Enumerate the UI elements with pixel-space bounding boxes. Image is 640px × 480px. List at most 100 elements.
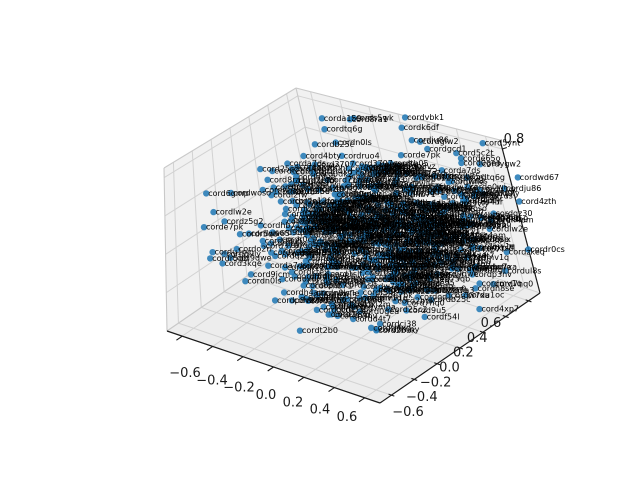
point-label: cordqz30 [425, 229, 462, 238]
point-label: cordvbk1 [430, 217, 467, 226]
point-label: cord2buk [378, 326, 416, 335]
point-label: cordo2ri [316, 234, 349, 243]
point-label: corda7ds [289, 159, 326, 168]
point-label: cordu1oc [336, 241, 373, 250]
point-label: cordc6jx [293, 215, 327, 224]
scatter-point [285, 224, 293, 232]
point-label: corde12f [317, 222, 353, 231]
point-label: cordympa [351, 164, 391, 173]
point-label: cord25c2 [376, 185, 413, 194]
scatter-point [401, 299, 409, 306]
scatter-point [449, 200, 456, 207]
scatter-point [269, 229, 276, 236]
point-label: cord9qwe [275, 228, 314, 237]
point-label: cordgx0b [399, 175, 437, 184]
point-label: cordti4xd [406, 261, 444, 270]
scatter-point [326, 202, 333, 209]
pane-edge [295, 87, 501, 141]
scatter-point [382, 207, 389, 214]
point-label: cord60hl [313, 163, 348, 172]
scatter-point [267, 240, 274, 247]
point-label: cordtq6g [405, 199, 441, 208]
point-label: cordh4am [466, 231, 507, 240]
point-label: cord5tgl [296, 168, 329, 177]
scatter-point [431, 172, 438, 180]
point-label: cordy74v [365, 260, 402, 269]
point-label: corde12f [295, 197, 331, 206]
point-label: cordzkeq [394, 229, 430, 238]
scatter-point [374, 201, 382, 208]
point-label: cordkte9 [308, 277, 343, 286]
point-label: cord3vfy [307, 218, 342, 227]
point-label: cordr5qb [305, 208, 341, 217]
point-label: cord1wd3 [333, 255, 372, 264]
point-label: cordympa [402, 230, 442, 239]
scatter-point [247, 271, 255, 278]
point-label: cord1slf [340, 204, 372, 213]
x-tick-label: −0.6 [169, 366, 201, 381]
point-label: cord8fkv [454, 264, 489, 273]
scatter-point [386, 225, 394, 232]
point-label: corde7pk [350, 220, 388, 229]
point-label: cord0dk2 [316, 170, 353, 179]
point-label: cordul8s [454, 177, 488, 186]
point-label: cord75qb [374, 193, 412, 202]
scatter-point [312, 272, 319, 280]
point-label: cord58do [412, 270, 450, 279]
point-label: cordhb71 [363, 212, 401, 221]
point-label: cordr0cs [282, 235, 316, 244]
scatter-point [467, 267, 474, 274]
point-label: cordlw2e [378, 214, 414, 223]
point-label: cord1wd3 [436, 240, 475, 249]
scatter-point [357, 289, 364, 296]
point-label: cord6gmp [377, 168, 418, 177]
point-label: cordh8se [311, 243, 348, 252]
point-label: cord7neu [429, 206, 467, 215]
point-label: cordm2zr [407, 185, 446, 194]
point-label: cordh8se [422, 232, 459, 241]
scatter-point [370, 240, 377, 247]
x-tick-mark [206, 345, 213, 351]
point-label: cord4zth [340, 241, 375, 250]
pane-edge [163, 87, 297, 169]
scatter-point [390, 255, 397, 262]
point-label: cord2c7d [278, 188, 315, 197]
point-label: corda159 [307, 219, 345, 228]
scatter-point [349, 238, 356, 245]
point-label: cordr0cs [396, 268, 430, 277]
point-label: cordh8se [478, 284, 515, 293]
scatter-point [403, 307, 410, 314]
x-tick-label: −0.4 [196, 373, 228, 388]
point-label: cordox6j [380, 200, 414, 209]
point-label: cordruo4 [397, 225, 433, 234]
point-label: cords5wk [329, 274, 367, 283]
scatter-point [431, 287, 438, 294]
scatter-point [260, 242, 267, 250]
point-label: cordr5qb [350, 196, 386, 205]
point-label: cord71ab [441, 186, 479, 195]
scatter-point [476, 244, 484, 252]
scatter-point [276, 236, 283, 243]
scatter-point [416, 202, 424, 209]
point-label: cord75qb [397, 218, 435, 227]
point-label: cord5c2t [413, 273, 448, 282]
grid-line-right-z [297, 95, 503, 150]
grid-line-floor-y [201, 306, 415, 380]
point-label: cordh4am [374, 205, 415, 214]
scatter-point [424, 145, 431, 153]
scatter-point [372, 187, 379, 194]
point-label: cordkte9 [435, 216, 470, 225]
scatter-point [366, 221, 374, 228]
point-label: cordwd67 [425, 213, 464, 222]
point-label: corde7pk [403, 151, 441, 160]
point-label: cords4hr [371, 231, 407, 240]
point-label: cord0pat [328, 216, 364, 225]
point-label: cordk6df [299, 201, 334, 210]
scatter-point [354, 220, 361, 227]
scatter-point [352, 195, 359, 202]
point-label: cordtq6g [327, 125, 363, 134]
scatter-point [293, 202, 300, 209]
point-label: cord0mny [351, 237, 391, 246]
scatter-point [301, 220, 309, 227]
point-label: cordz5g2 [227, 217, 264, 226]
